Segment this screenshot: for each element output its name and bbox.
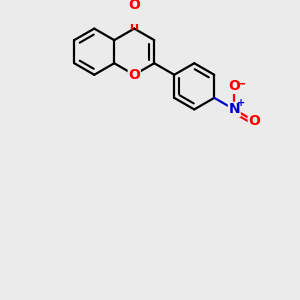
Text: +: + (237, 98, 245, 108)
Text: O: O (128, 0, 140, 13)
Text: O: O (128, 68, 140, 82)
Text: O: O (248, 114, 260, 128)
Text: O: O (228, 79, 240, 93)
Text: −: − (236, 77, 247, 90)
Text: N: N (229, 102, 240, 116)
